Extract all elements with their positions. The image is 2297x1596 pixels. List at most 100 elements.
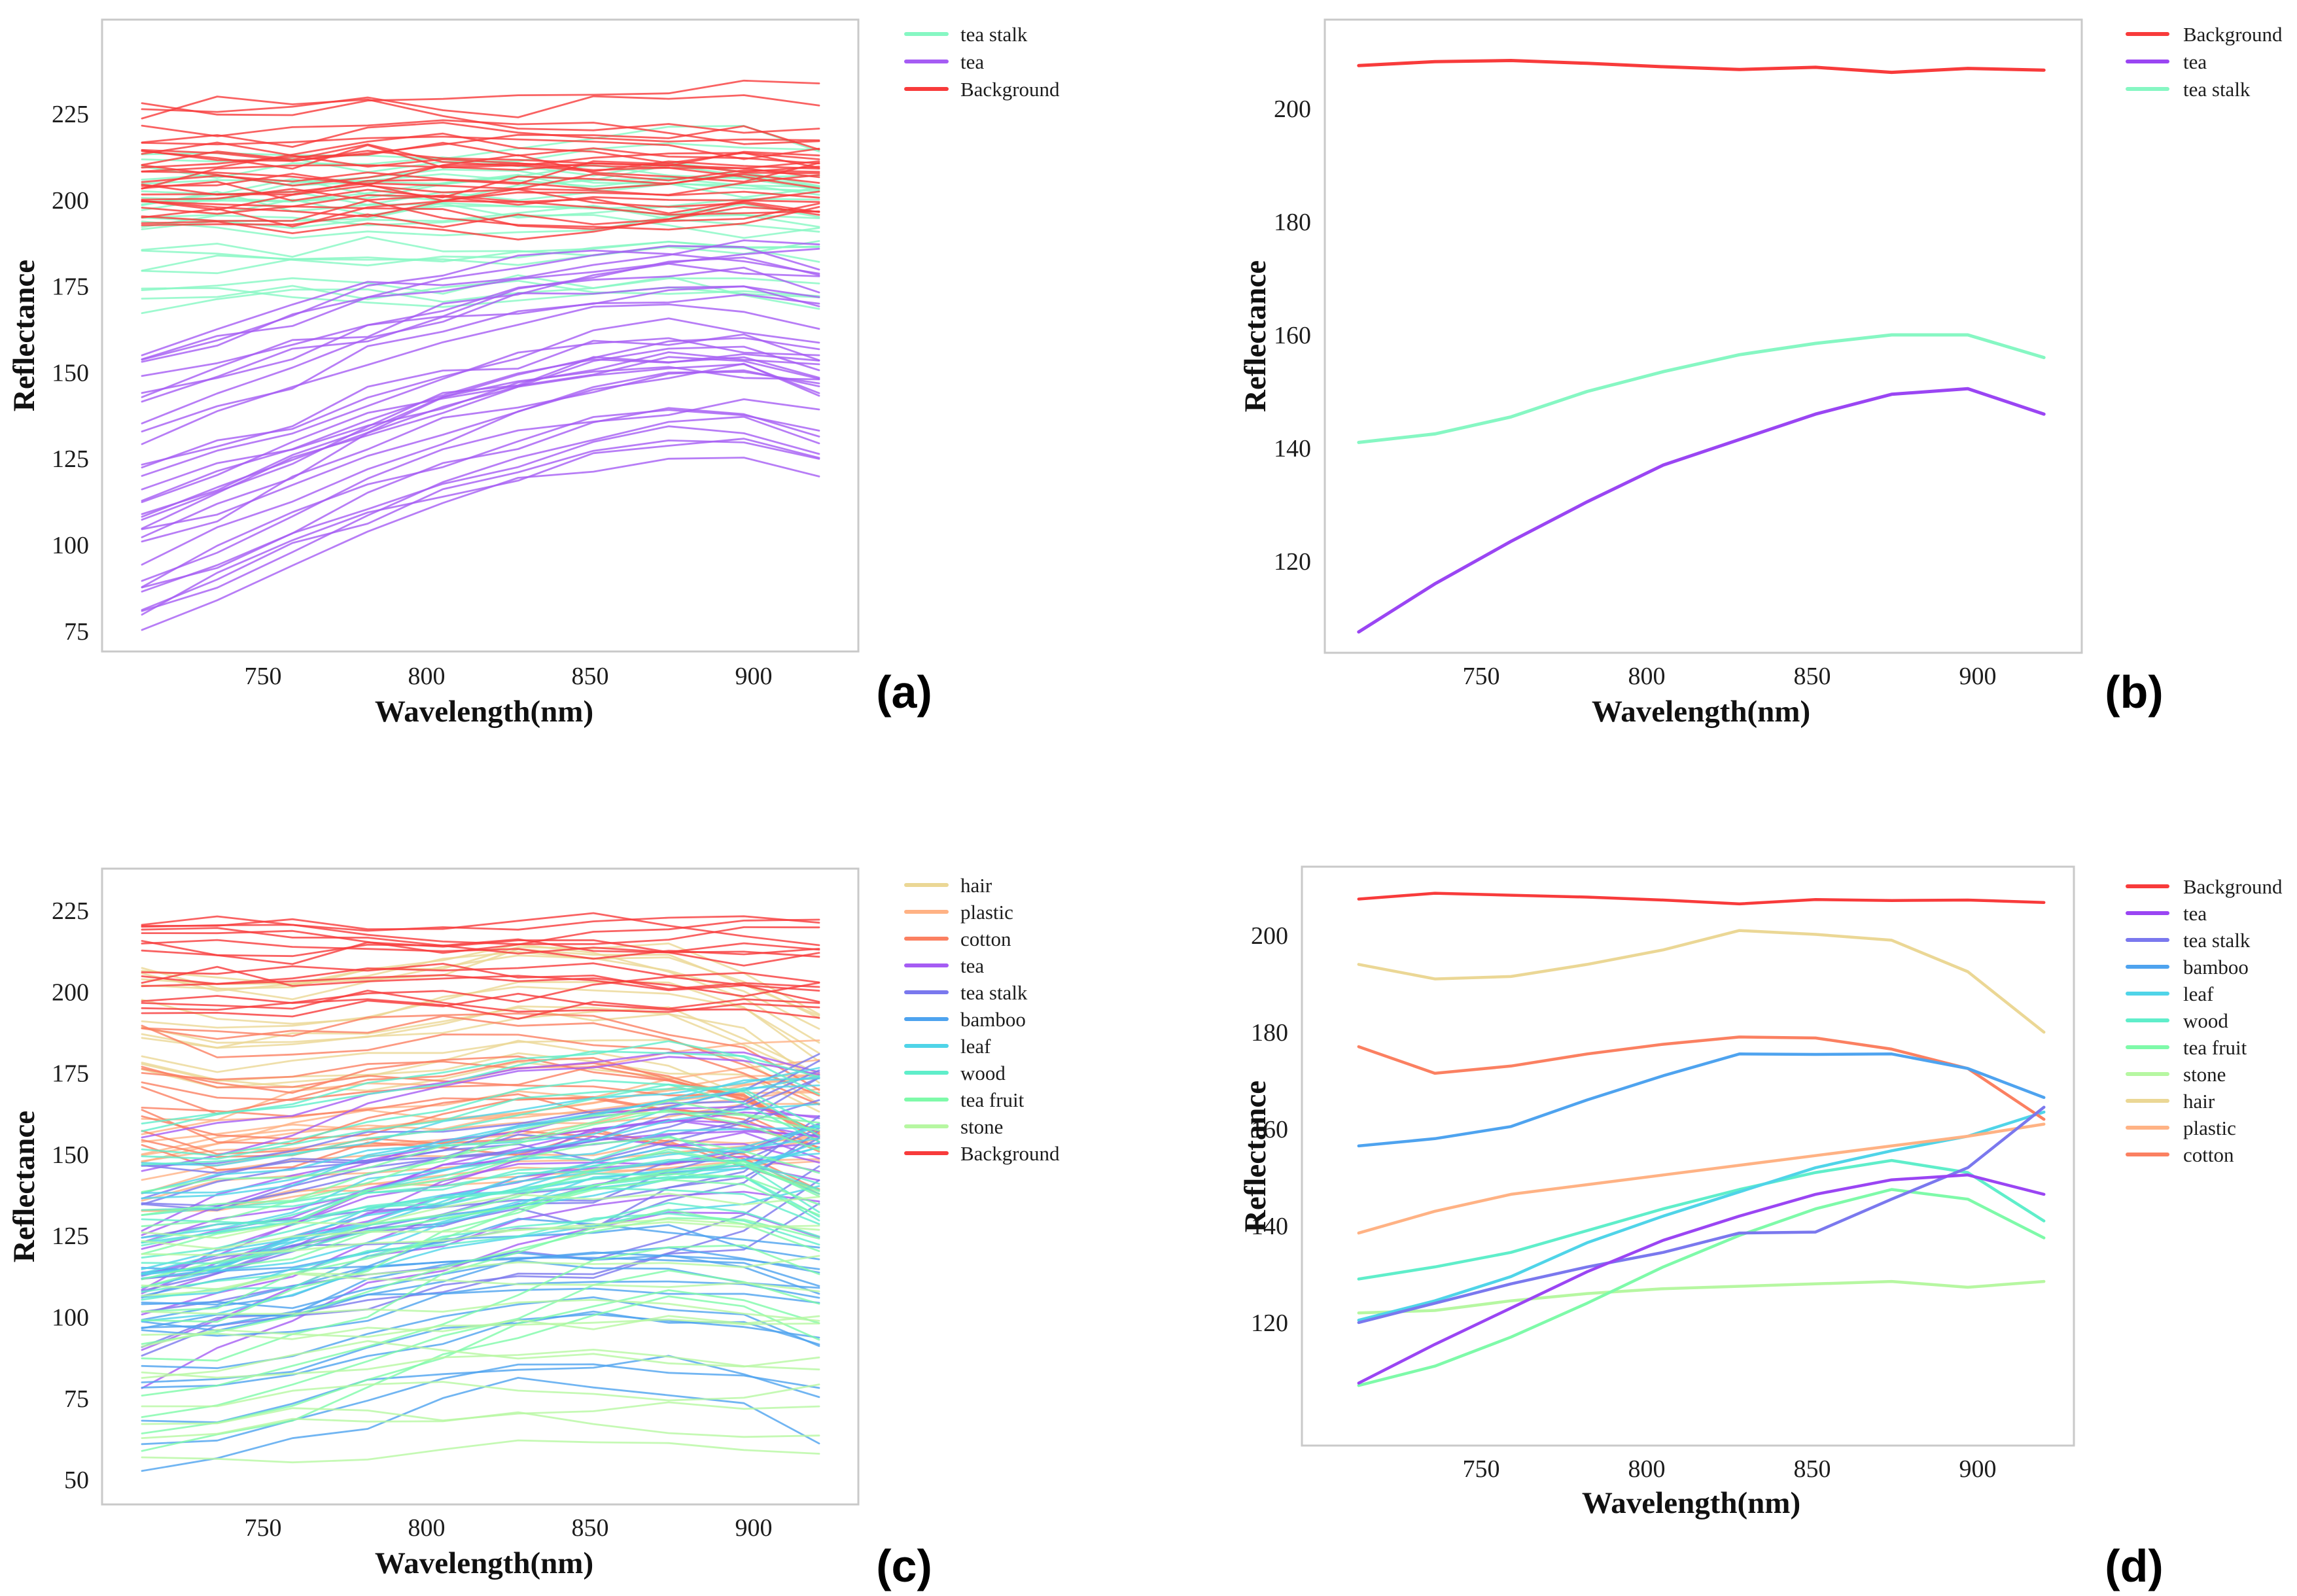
legend-item: tea stalk (904, 23, 1028, 46)
legend-label: hair (2183, 1090, 2215, 1113)
sample-line-tea (141, 293, 820, 403)
sample-line-tea (141, 249, 820, 361)
sample-line-tea-stalk (141, 1077, 820, 1207)
sample-line-tea-fruit (141, 1111, 820, 1216)
sample-line-Background (141, 154, 820, 186)
legend-label: tea stalk (2183, 929, 2251, 952)
y-tick-label: 180 (1251, 1019, 1288, 1047)
legend-item: tea stalk (2126, 929, 2251, 952)
panel-a: 75 100 125 150 175 200 225 750 800 850 900 Wavelen… (7, 18, 1060, 729)
legend-item: bamboo (904, 1008, 1026, 1031)
x-tick-label: 850 (572, 1514, 609, 1542)
sample-line-tea (141, 351, 820, 491)
legend-label: tea fruit (2183, 1036, 2247, 1059)
y-tick-label: 200 (1251, 922, 1288, 950)
plot-frame-b (1324, 18, 2083, 654)
sample-line-bamboo (141, 1287, 820, 1337)
sample-line-tea-stalk (141, 1060, 820, 1167)
sample-line-hair (141, 943, 820, 1044)
y-tick-label: 100 (52, 1304, 89, 1332)
sample-line-Background (141, 915, 820, 932)
legend-item: wood (904, 1062, 1006, 1084)
legend-item: tea fruit (904, 1088, 1025, 1111)
series-line-Background (1357, 892, 2046, 906)
sample-line-wood (141, 1040, 820, 1132)
legend-item: cotton (2126, 1143, 2234, 1166)
x-tick-label: 750 (245, 1514, 282, 1542)
sample-line-Background (141, 992, 820, 1019)
sample-line-tea (141, 425, 820, 589)
series-line-Background (1357, 59, 2046, 75)
sample-line-tea (141, 1119, 820, 1291)
legend-label: Background (960, 1142, 1060, 1165)
plot-frame-d (1301, 865, 2075, 1447)
sample-line-stone (141, 1411, 820, 1440)
sample-line-tea (141, 333, 820, 466)
sample-line-Background (141, 962, 820, 988)
sample-line-tea (141, 239, 820, 356)
sample-line-Background (141, 144, 820, 173)
legend-item: tea (2126, 902, 2207, 925)
panel-c: 50 75 100 125 150 175 200 225 750 800 850 900 Wavel… (7, 867, 1060, 1591)
sample-line-Background (141, 918, 820, 954)
sample-line-Background (141, 939, 820, 960)
legend-label: Background (2183, 23, 2283, 46)
sub-label-d: (d) (2105, 1540, 2163, 1591)
y-tick-label: 160 (1251, 1116, 1288, 1143)
sample-line-wood (141, 1088, 820, 1160)
legend-label: plastic (2183, 1117, 2236, 1139)
sample-line-leaf (141, 1075, 820, 1200)
sample-line-stone (141, 1439, 820, 1464)
legend-label: Background (2183, 875, 2283, 898)
legend-item: Background (904, 1142, 1060, 1165)
series-line-tea-fruit (1357, 1188, 2046, 1387)
sample-line-Background (141, 990, 820, 1013)
sub-label-a: (a) (876, 667, 932, 718)
legend-label: Background (960, 78, 1060, 101)
y-axis-label-d: Reflectance (1238, 1081, 1272, 1232)
legend-label: leaf (960, 1035, 991, 1058)
y-tick-label: 150 (52, 1141, 89, 1169)
sample-line-Background (141, 141, 820, 190)
sample-line-stone (141, 1192, 820, 1239)
series-line-hair (1357, 929, 2046, 1034)
legend-label: cotton (960, 928, 1011, 950)
sample-line-tea-fruit (141, 1109, 820, 1228)
sample-line-tea (141, 256, 820, 394)
legend-item: stone (2126, 1063, 2226, 1086)
y-tick-label: 225 (52, 101, 89, 128)
y-tick-label: 175 (52, 273, 89, 301)
y-tick-label: 175 (52, 1060, 89, 1088)
x-tick-label: 850 (1794, 663, 1831, 690)
series-line-leaf (1357, 1110, 2046, 1322)
legend-item: tea (2126, 50, 2207, 73)
sub-label-b: (b) (2105, 667, 2163, 718)
sample-line-tea-stalk (141, 124, 820, 160)
legend-item: tea stalk (904, 981, 1028, 1004)
sample-line-stone (141, 1298, 820, 1322)
y-tick-label: 180 (1274, 209, 1311, 236)
series-line-tea (1357, 387, 2046, 634)
sample-line-Background (141, 995, 820, 1020)
sample-line-hair (141, 986, 820, 1054)
sample-line-Background (141, 965, 820, 1003)
legend-item: bamboo (2126, 956, 2249, 979)
sample-line-tea (141, 409, 820, 588)
x-tick-label: 900 (1959, 663, 1997, 690)
series-line-wood (1357, 1158, 2046, 1281)
legend-item: cotton (904, 928, 1011, 950)
sample-line-tea (141, 345, 820, 538)
y-tick-label: 150 (52, 359, 89, 387)
y-tick-label: 120 (1274, 548, 1311, 576)
legend-item: tea (904, 50, 984, 73)
legend-label: tea stalk (960, 981, 1028, 1004)
panel-b: 120 140 160 180 200 750 800 850 900 Wavelength(n… (1238, 18, 2283, 729)
sample-line-tea (141, 245, 820, 363)
x-tick-label: 900 (1959, 1455, 1997, 1483)
sample-line-Background (141, 912, 820, 946)
sample-line-tea-stalk (141, 1202, 820, 1357)
sample-line-Background (141, 148, 820, 179)
sample-line-bamboo (141, 1246, 820, 1328)
